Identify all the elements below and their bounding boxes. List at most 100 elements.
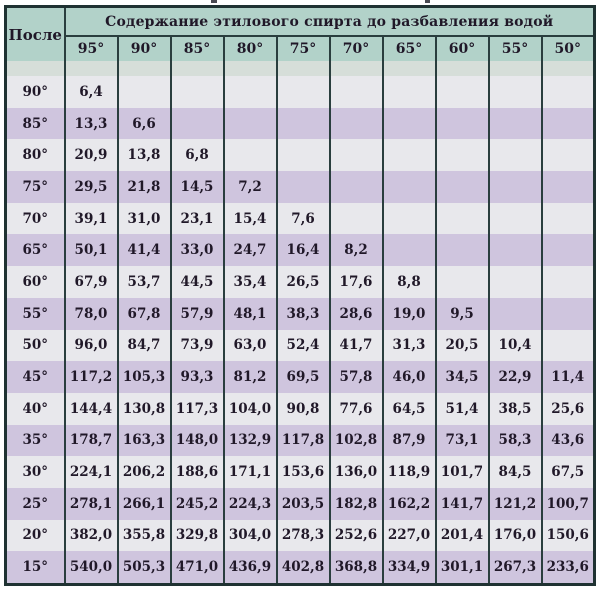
spacer-row xyxy=(4,61,596,76)
value-cell: 540,0 xyxy=(63,551,119,585)
value-cell: 34,5 xyxy=(434,361,490,393)
table-row: 90° 6,4 xyxy=(4,76,596,108)
value-cell: 136,0 xyxy=(328,456,384,488)
row-header: 35° xyxy=(4,424,66,457)
value-cell: 278,3 xyxy=(275,519,331,552)
value-cell: 8,8 xyxy=(381,266,437,298)
value-cell xyxy=(434,76,490,108)
value-cell xyxy=(381,76,437,108)
value-cell: 9,5 xyxy=(434,297,490,330)
value-cell: 63,0 xyxy=(222,329,278,362)
value-cell: 41,7 xyxy=(328,329,384,362)
value-cell xyxy=(540,329,596,362)
table-row: 75° 29,5 21,8 14,5 7,2 xyxy=(4,171,596,203)
table-row: 15° 540,0 505,3 471,0 436,9 402,8 368,8 334,9 30… xyxy=(4,551,596,585)
spacer-cell xyxy=(169,61,225,76)
row-header: 70° xyxy=(4,202,66,235)
value-cell xyxy=(222,76,278,108)
value-cell: 35,4 xyxy=(222,266,278,298)
value-cell xyxy=(434,139,490,172)
value-cell xyxy=(434,266,490,298)
value-cell xyxy=(540,171,596,203)
value-cell: 233,6 xyxy=(540,551,596,585)
row-header: 85° xyxy=(4,107,66,140)
table-row: 85° 13,3 6,6 xyxy=(4,107,596,140)
value-cell: 20,5 xyxy=(434,329,490,362)
column-header: 75° xyxy=(275,36,331,61)
value-cell: 329,8 xyxy=(169,519,225,552)
value-cell xyxy=(381,234,437,267)
value-cell: 121,2 xyxy=(487,487,543,520)
value-cell xyxy=(222,139,278,172)
value-cell: 227,0 xyxy=(381,519,437,552)
value-cell: 64,5 xyxy=(381,392,437,425)
value-cell: 11,4 xyxy=(540,361,596,393)
value-cell: 96,0 xyxy=(63,329,119,362)
value-cell xyxy=(381,139,437,172)
value-cell: 41,4 xyxy=(116,234,172,267)
value-cell xyxy=(169,76,225,108)
value-cell: 46,0 xyxy=(381,361,437,393)
value-cell xyxy=(487,139,543,172)
value-cell: 8,2 xyxy=(328,234,384,267)
value-cell: 182,8 xyxy=(328,487,384,520)
row-header: 55° xyxy=(4,297,66,330)
table-row: 80° 20,9 13,8 6,8 xyxy=(4,139,596,172)
value-cell: 10,4 xyxy=(487,329,543,362)
value-cell: 26,5 xyxy=(275,266,331,298)
value-cell: 171,1 xyxy=(222,456,278,488)
value-cell: 163,3 xyxy=(116,424,172,457)
table-row: 35° 178,7 163,3 148,0 132,9 117,8 102,8 87,9 73,… xyxy=(4,424,596,457)
value-cell: 87,9 xyxy=(381,424,437,457)
value-cell: 57,9 xyxy=(169,297,225,330)
value-cell xyxy=(116,76,172,108)
cropped-text-artifact xyxy=(425,0,430,3)
spacer-cell xyxy=(487,61,543,76)
value-cell: 44,5 xyxy=(169,266,225,298)
table-row: 30° 224,1 206,2 188,6 171,1 153,6 136,0 118,9 10… xyxy=(4,456,596,488)
value-cell: 51,4 xyxy=(434,392,490,425)
value-cell xyxy=(540,202,596,235)
spacer-cell xyxy=(328,61,384,76)
table-row: 65° 50,1 41,4 33,0 24,7 16,4 8,2 xyxy=(4,234,596,267)
spacer-cell xyxy=(63,61,119,76)
value-cell: 78,0 xyxy=(63,297,119,330)
value-cell xyxy=(540,107,596,140)
row-header: 45° xyxy=(4,361,66,393)
value-cell: 104,0 xyxy=(222,392,278,425)
table-row: 50° 96,0 84,7 73,9 63,0 52,4 41,7 31,3 20,5 10,4 xyxy=(4,329,596,362)
value-cell: 148,0 xyxy=(169,424,225,457)
value-cell: 402,8 xyxy=(275,551,331,585)
value-cell: 132,9 xyxy=(222,424,278,457)
value-cell: 58,3 xyxy=(487,424,543,457)
value-cell: 67,9 xyxy=(63,266,119,298)
table-body: 90° 6,4 85° 13,3 6,6 80° 20,9 13,8 6,8 75° 29,5 21,… xyxy=(4,76,596,585)
value-cell xyxy=(487,107,543,140)
value-cell: 178,7 xyxy=(63,424,119,457)
table-row: 20° 382,0 355,8 329,8 304,0 278,3 252,6 227,0 20… xyxy=(4,519,596,552)
spacer-cell xyxy=(222,61,278,76)
value-cell: 224,3 xyxy=(222,487,278,520)
column-header: 50° xyxy=(540,36,596,61)
value-cell: 25,6 xyxy=(540,392,596,425)
value-cell xyxy=(487,297,543,330)
value-cell: 43,6 xyxy=(540,424,596,457)
value-cell: 355,8 xyxy=(116,519,172,552)
value-cell: 16,4 xyxy=(275,234,331,267)
value-cell xyxy=(434,171,490,203)
degree-header-row: 95° 90° 85° 80° 75° 70° 65° 60° 55° 50° xyxy=(6,36,596,61)
table-row: 70° 39,1 31,0 23,1 15,4 7,6 xyxy=(4,202,596,235)
value-cell: 6,8 xyxy=(169,139,225,172)
row-header: 40° xyxy=(4,392,66,425)
value-cell xyxy=(487,202,543,235)
value-cell: 100,7 xyxy=(540,487,596,520)
spacer-cell xyxy=(540,61,596,76)
value-cell: 144,4 xyxy=(63,392,119,425)
value-cell: 17,6 xyxy=(328,266,384,298)
value-cell: 252,6 xyxy=(328,519,384,552)
value-cell: 118,9 xyxy=(381,456,437,488)
value-cell: 73,1 xyxy=(434,424,490,457)
column-header: 85° xyxy=(169,36,225,61)
value-cell: 334,9 xyxy=(381,551,437,585)
value-cell: 13,3 xyxy=(63,107,119,140)
